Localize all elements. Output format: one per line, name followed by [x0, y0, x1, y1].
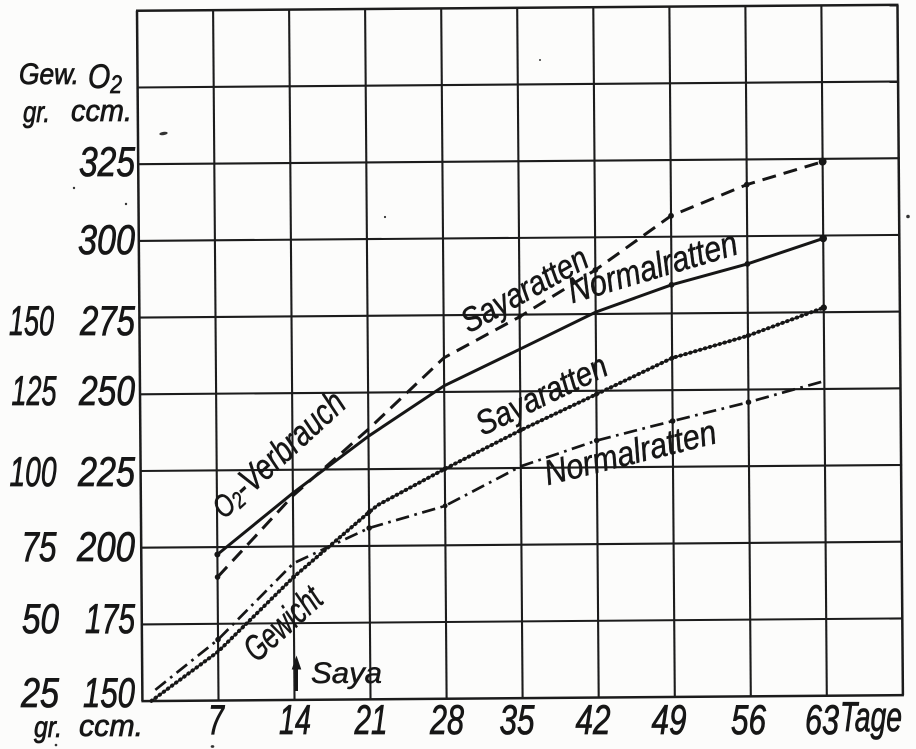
svg-text:50: 50 — [22, 595, 60, 642]
svg-text:gr.: gr. — [34, 711, 62, 744]
svg-text:Saya: Saya — [311, 657, 382, 690]
svg-text:21: 21 — [354, 696, 388, 743]
svg-text:ccm.: ccm. — [71, 93, 132, 128]
svg-text:275: 275 — [79, 297, 135, 344]
svg-text:35: 35 — [500, 696, 535, 743]
svg-text:175: 175 — [85, 595, 135, 642]
svg-text:225: 225 — [77, 448, 135, 495]
svg-text:300: 300 — [78, 216, 136, 263]
svg-text:200: 200 — [76, 523, 135, 570]
svg-text:49: 49 — [652, 696, 687, 743]
svg-text:150: 150 — [83, 669, 135, 716]
svg-text:Tage: Tage — [840, 693, 902, 740]
svg-text:63: 63 — [805, 696, 839, 743]
svg-text:Gew.: Gew. — [19, 58, 79, 91]
svg-text:ccm.: ccm. — [79, 708, 143, 743]
svg-text:125: 125 — [12, 367, 57, 414]
svg-text:250: 250 — [78, 367, 135, 414]
svg-text:56: 56 — [731, 696, 766, 743]
svg-text:7: 7 — [208, 696, 225, 743]
svg-text:25: 25 — [20, 669, 59, 716]
svg-text:28: 28 — [429, 696, 464, 743]
svg-text:O2: O2 — [88, 58, 122, 99]
svg-text:100: 100 — [10, 448, 57, 495]
svg-text:325: 325 — [79, 138, 136, 185]
svg-text:75: 75 — [22, 523, 57, 570]
svg-text:gr.: gr. — [23, 96, 50, 129]
svg-text:14: 14 — [279, 696, 311, 743]
svg-text:42: 42 — [576, 696, 611, 743]
svg-text:150: 150 — [9, 297, 54, 344]
